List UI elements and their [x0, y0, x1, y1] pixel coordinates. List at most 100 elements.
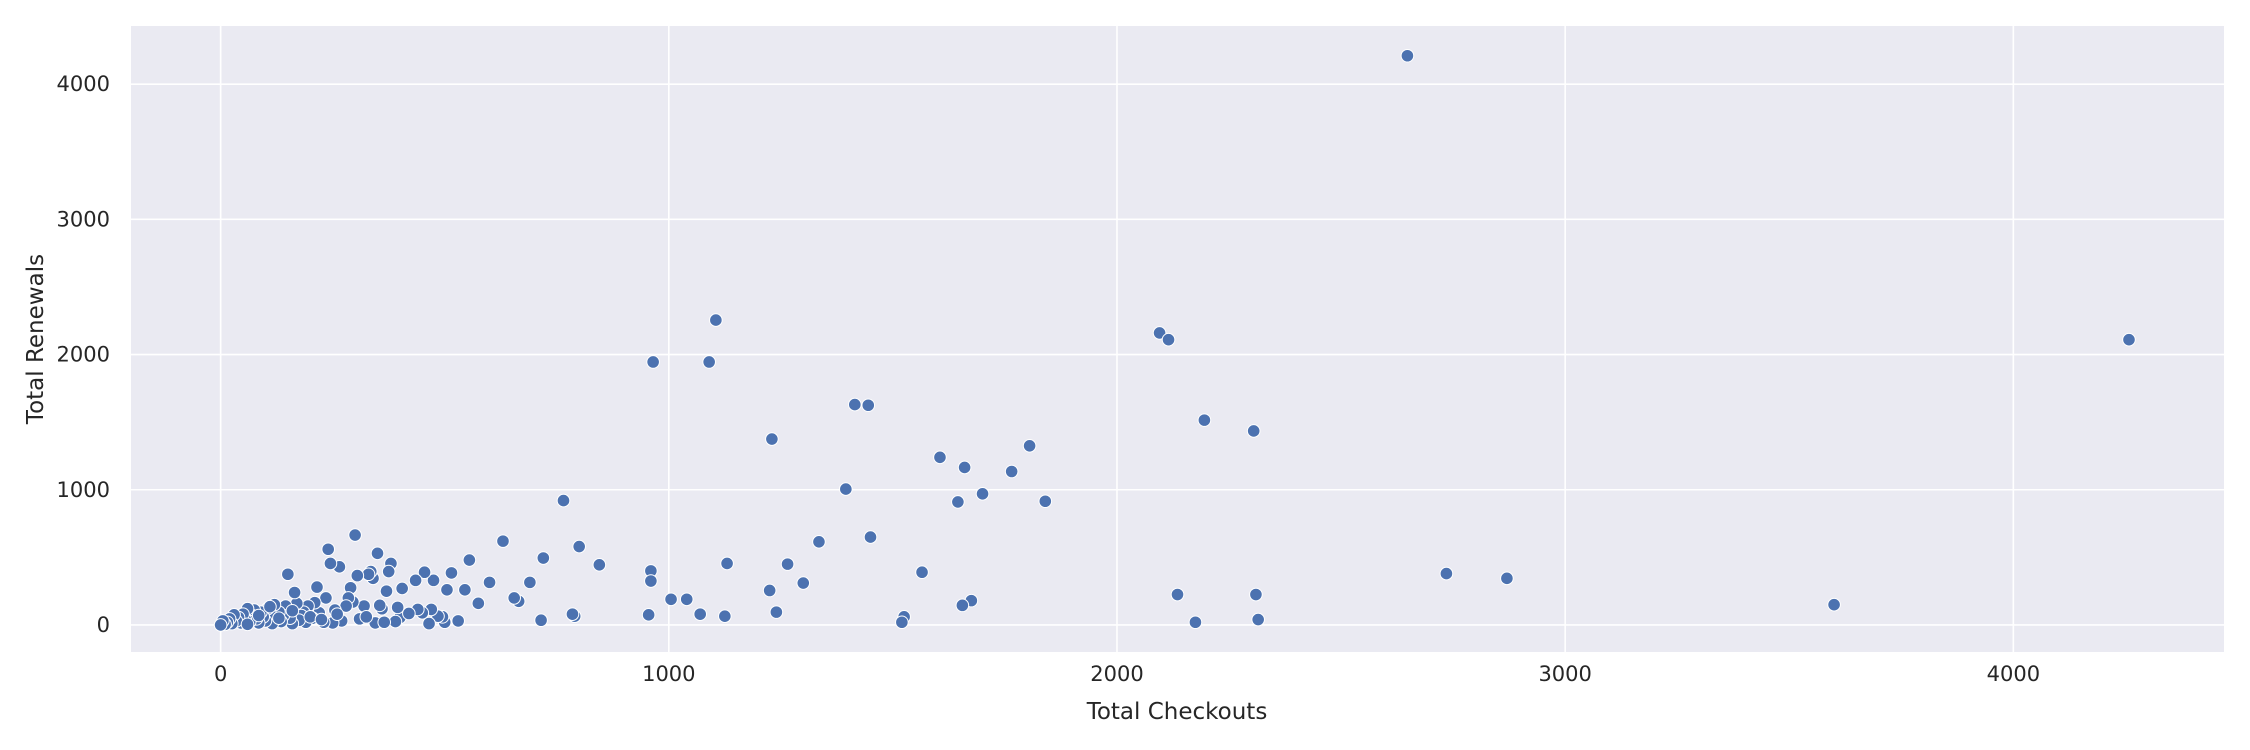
data-point — [679, 592, 694, 607]
data-point — [285, 603, 300, 618]
data-point — [1827, 597, 1841, 612]
data-point — [592, 557, 607, 572]
data-point — [975, 487, 990, 501]
data-point — [951, 495, 965, 509]
data-point — [718, 609, 732, 623]
data-point — [251, 608, 266, 623]
data-point — [348, 528, 362, 542]
data-point — [693, 607, 707, 621]
data-point — [955, 598, 970, 613]
y-tick-label: 4000 — [57, 72, 110, 96]
data-point — [565, 607, 580, 621]
y-tick-label: 2000 — [57, 343, 110, 367]
data-point — [861, 398, 876, 413]
x-tick-labels: 0 1000 2000 3000 4000 — [214, 662, 2040, 686]
data-point — [895, 615, 909, 630]
data-point — [933, 450, 947, 465]
data-point — [957, 460, 972, 475]
data-point — [1152, 326, 1167, 340]
data-point — [496, 534, 510, 548]
data-point — [1251, 612, 1265, 627]
y-tick-label: 1000 — [57, 478, 110, 502]
data-point — [646, 355, 660, 369]
data-point — [839, 482, 853, 496]
data-point — [408, 573, 423, 588]
data-point — [310, 580, 324, 594]
data-point — [303, 610, 318, 624]
data-point — [361, 567, 376, 582]
data-point — [281, 567, 295, 582]
data-point — [321, 542, 335, 557]
data-point — [1022, 439, 1037, 453]
data-point — [314, 612, 329, 627]
data-point — [644, 574, 658, 588]
data-point — [350, 568, 365, 583]
data-point — [1439, 566, 1454, 581]
data-point — [395, 581, 409, 596]
x-tick-label: 0 — [214, 662, 227, 686]
data-point — [263, 599, 277, 614]
data-point — [1246, 424, 1261, 438]
data-point — [402, 606, 416, 621]
data-point — [390, 600, 405, 615]
data-point — [848, 397, 862, 412]
data-point — [572, 539, 586, 554]
x-tick-label: 3000 — [1538, 662, 1591, 686]
data-point — [287, 585, 302, 600]
y-tick-label: 3000 — [57, 207, 110, 231]
data-point — [863, 530, 878, 544]
data-point — [417, 565, 432, 580]
data-point — [2122, 332, 2136, 347]
data-point — [1500, 571, 1514, 586]
data-point — [388, 614, 403, 629]
data-point — [359, 610, 374, 624]
data-point — [523, 575, 537, 590]
data-point — [812, 535, 826, 549]
data-point — [762, 583, 777, 598]
data-point — [240, 617, 255, 632]
data-point — [379, 584, 394, 598]
data-point — [796, 576, 811, 590]
x-axis-label: Total Checkouts — [1086, 699, 1268, 725]
data-point — [1197, 413, 1212, 427]
x-tick-label: 1000 — [642, 662, 695, 686]
data-point — [536, 551, 551, 565]
data-point — [422, 616, 436, 631]
data-point — [471, 596, 486, 611]
data-point — [720, 556, 734, 571]
data-point — [1249, 587, 1263, 602]
data-point — [915, 565, 929, 580]
data-point — [482, 575, 497, 590]
data-point — [444, 566, 459, 580]
data-point — [381, 564, 396, 579]
data-point — [769, 605, 784, 619]
data-point — [370, 546, 385, 561]
data-point — [780, 557, 795, 571]
data-point — [451, 614, 465, 628]
data-point — [1004, 464, 1019, 479]
plot-background — [131, 26, 2224, 652]
data-points — [213, 48, 2136, 632]
data-point — [323, 556, 338, 571]
data-point — [272, 611, 286, 625]
data-point — [1170, 587, 1185, 602]
data-point — [641, 608, 656, 622]
data-point — [765, 432, 779, 446]
data-point — [458, 583, 472, 597]
y-axis-label: Total Renewals — [23, 254, 49, 425]
data-point — [426, 573, 441, 588]
y-tick-labels: 0 1000 2000 3000 4000 — [57, 72, 110, 637]
data-point — [440, 583, 454, 597]
data-point — [702, 355, 716, 369]
data-point — [372, 598, 387, 613]
data-point — [664, 592, 678, 607]
data-point — [534, 613, 548, 628]
data-point — [1188, 615, 1203, 630]
data-point — [507, 591, 521, 605]
x-tick-label: 4000 — [1987, 662, 2040, 686]
data-point — [213, 618, 228, 632]
data-point — [556, 493, 571, 508]
data-point — [1161, 332, 1176, 347]
grid-lines — [131, 26, 2224, 652]
